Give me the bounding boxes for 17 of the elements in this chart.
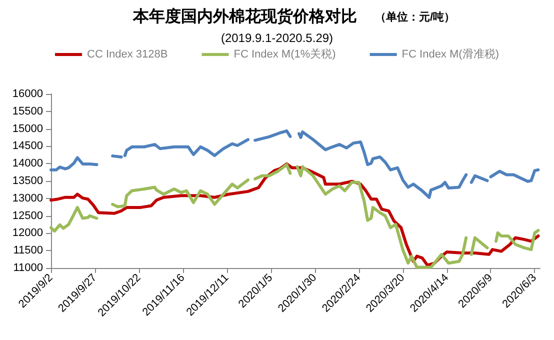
y-tick-label: 13500 bbox=[12, 175, 43, 187]
y-tick-label: 14500 bbox=[12, 140, 43, 152]
y-tick-label: 16000 bbox=[12, 88, 43, 100]
chart-title: 本年度国内外棉花现货价格对比 bbox=[132, 6, 357, 26]
y-tick-label: 11500 bbox=[13, 244, 43, 257]
legend-label: FC Index M(1%关税) bbox=[234, 48, 336, 60]
chart-subtitle: (2019.9.1-2020.5.29) bbox=[220, 31, 334, 45]
legend-label: FC Index M(滑准税) bbox=[402, 48, 499, 60]
y-tick-label: 15500 bbox=[12, 105, 43, 118]
y-tick-label: 11000 bbox=[13, 262, 43, 274]
y-tick-label: 12000 bbox=[12, 227, 43, 240]
text: （单位：元/吨） bbox=[375, 10, 456, 24]
legend-label: CC Index 3128B bbox=[87, 48, 168, 60]
y-tick-label: 15000 bbox=[12, 122, 43, 135]
y-tick-label: 12500 bbox=[12, 210, 43, 222]
y-tick-label: 14000 bbox=[12, 158, 43, 170]
y-tick-label: 13000 bbox=[12, 192, 43, 204]
